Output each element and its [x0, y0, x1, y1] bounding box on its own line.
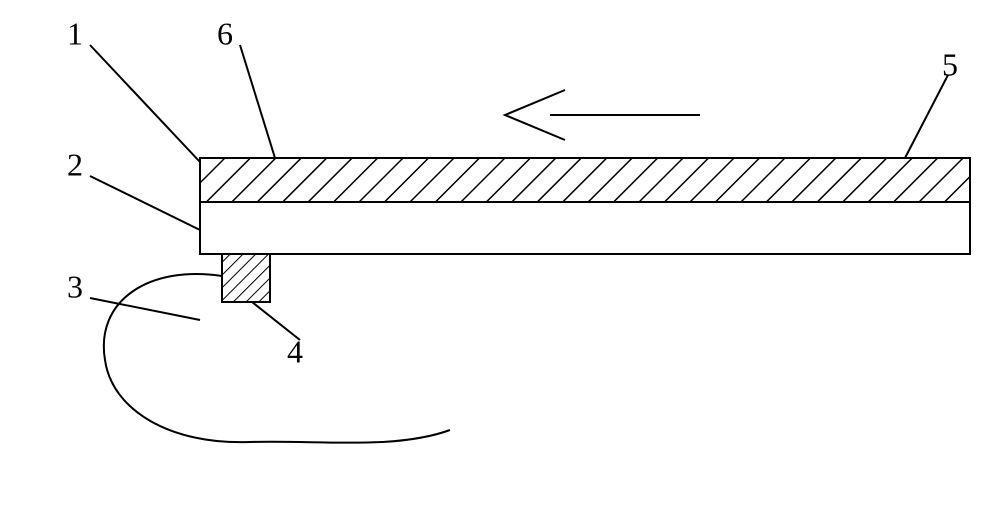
label-l5: 5	[942, 46, 958, 82]
label-l1: 1	[67, 15, 83, 51]
top-bar	[200, 158, 970, 202]
label-l4: 4	[287, 333, 303, 369]
leader-l1	[90, 45, 200, 162]
label-l6: 6	[217, 15, 233, 51]
block-4	[222, 254, 270, 302]
label-l2: 2	[67, 146, 83, 182]
leader-l2	[90, 176, 200, 230]
leader-l6	[240, 45, 275, 158]
bottom-bar	[200, 202, 970, 254]
label-l3: 3	[67, 268, 83, 304]
leader-l3	[90, 298, 200, 320]
blob-3	[104, 274, 450, 443]
leader-l5	[905, 75, 948, 158]
